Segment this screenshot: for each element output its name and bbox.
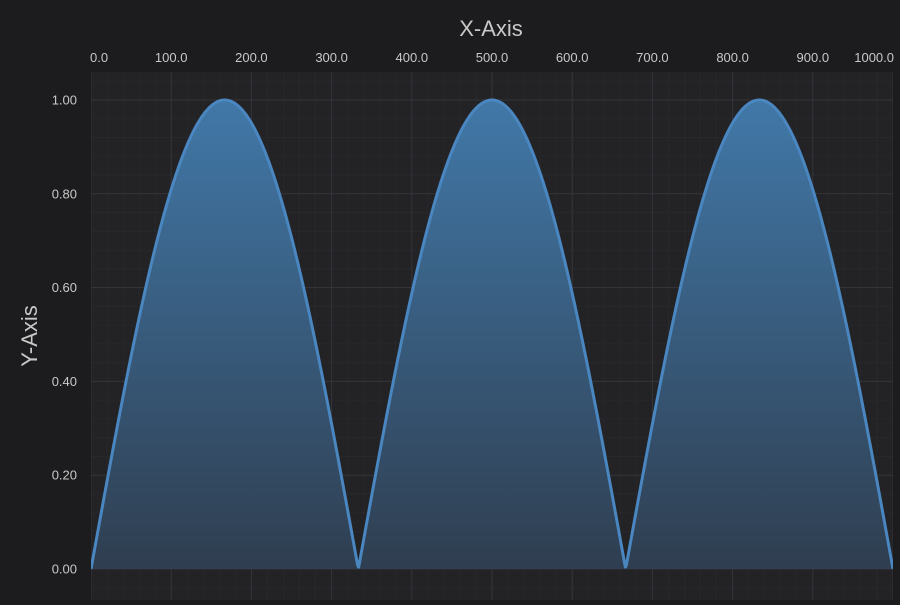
x-tick-label: 100.0 xyxy=(155,50,188,65)
y-tick-label: 1.00 xyxy=(52,93,77,108)
area-fill xyxy=(91,100,893,569)
x-tick-label: 300.0 xyxy=(315,50,348,65)
y-tick-label: 0.60 xyxy=(52,280,77,295)
series-line xyxy=(91,98,893,570)
x-tick-label: 900.0 xyxy=(797,50,830,65)
x-tick-label: 0.0 xyxy=(90,50,108,65)
x-tick-label: 400.0 xyxy=(396,50,429,65)
x-tick-label: 200.0 xyxy=(235,50,268,65)
y-axis-title: Y-Axis xyxy=(17,305,42,367)
x-tick-label: 600.0 xyxy=(556,50,589,65)
y-tick-label: 0.20 xyxy=(52,468,77,483)
x-axis-title: X-Axis xyxy=(459,16,523,41)
x-tick-label: 700.0 xyxy=(636,50,669,65)
x-tick-label: 1000.0 xyxy=(854,50,894,65)
series-layer xyxy=(91,98,893,570)
x-tick-label: 500.0 xyxy=(476,50,509,65)
y-tick-label: 0.40 xyxy=(52,374,77,389)
y-tick-label: 0.80 xyxy=(52,186,77,201)
y-axis-ticks: 0.00 0.20 0.40 0.60 0.80 1.00 xyxy=(52,93,77,577)
x-tick-label: 800.0 xyxy=(716,50,749,65)
x-axis-ticks: 0.0 100.0 200.0 300.0 400.0 500.0 600.0 700.0 80… xyxy=(90,50,894,65)
y-tick-label: 0.00 xyxy=(52,562,77,577)
